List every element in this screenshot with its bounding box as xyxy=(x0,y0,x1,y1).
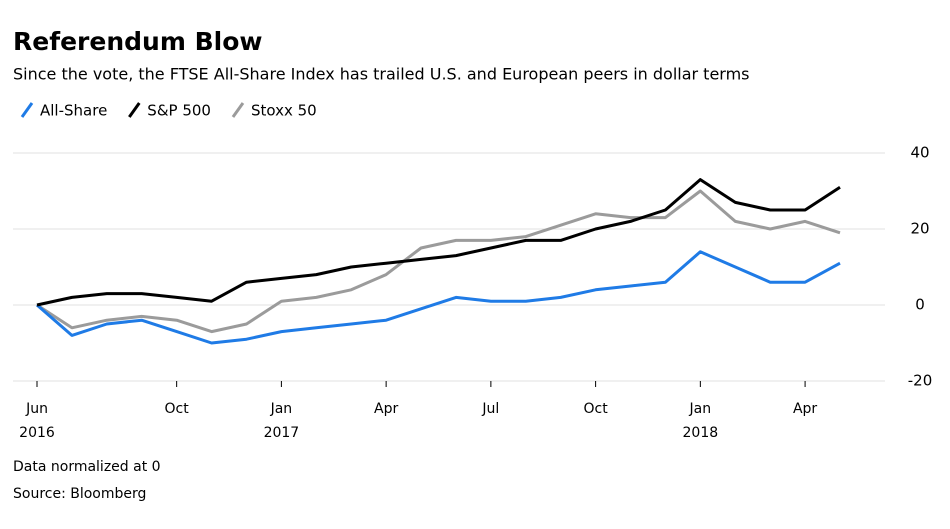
y-tick-label: 0 xyxy=(915,296,925,314)
x-tick-year: 2017 xyxy=(264,425,300,441)
x-tick-year: 2018 xyxy=(683,425,719,441)
source: Source: Bloomberg xyxy=(13,486,146,502)
x-tick-label: Apr xyxy=(374,401,398,417)
x-tick-label: Apr xyxy=(793,401,817,417)
series-line xyxy=(36,178,841,307)
legend-swatch xyxy=(128,102,141,118)
y-tick-label: -20 xyxy=(908,372,933,390)
x-tick-label: Jan xyxy=(689,401,712,417)
legend-label: S&P 500 xyxy=(147,102,211,120)
x-tick-label: Jun xyxy=(25,401,48,417)
x-tick-label: Jan xyxy=(270,401,293,417)
note: Data normalized at 0 xyxy=(13,459,161,475)
legend-swatch xyxy=(20,102,34,118)
legend-label: Stoxx 50 xyxy=(251,102,317,120)
series-line xyxy=(36,250,841,345)
y-tick-label: 20 xyxy=(910,220,929,238)
y-tick-label: 40 xyxy=(910,144,929,162)
x-tick-year: 2016 xyxy=(19,425,55,441)
chart-subtitle: Since the vote, the FTSE All-Share Index… xyxy=(13,65,750,84)
chart-title: Referendum Blow xyxy=(13,27,262,56)
series-line xyxy=(36,189,841,334)
x-tick-label: Oct xyxy=(583,401,608,417)
x-tick-label: Oct xyxy=(165,401,190,417)
legend-swatch xyxy=(231,102,245,118)
x-tick-label: Jul xyxy=(481,401,499,417)
legend-label: All-Share xyxy=(40,102,107,120)
